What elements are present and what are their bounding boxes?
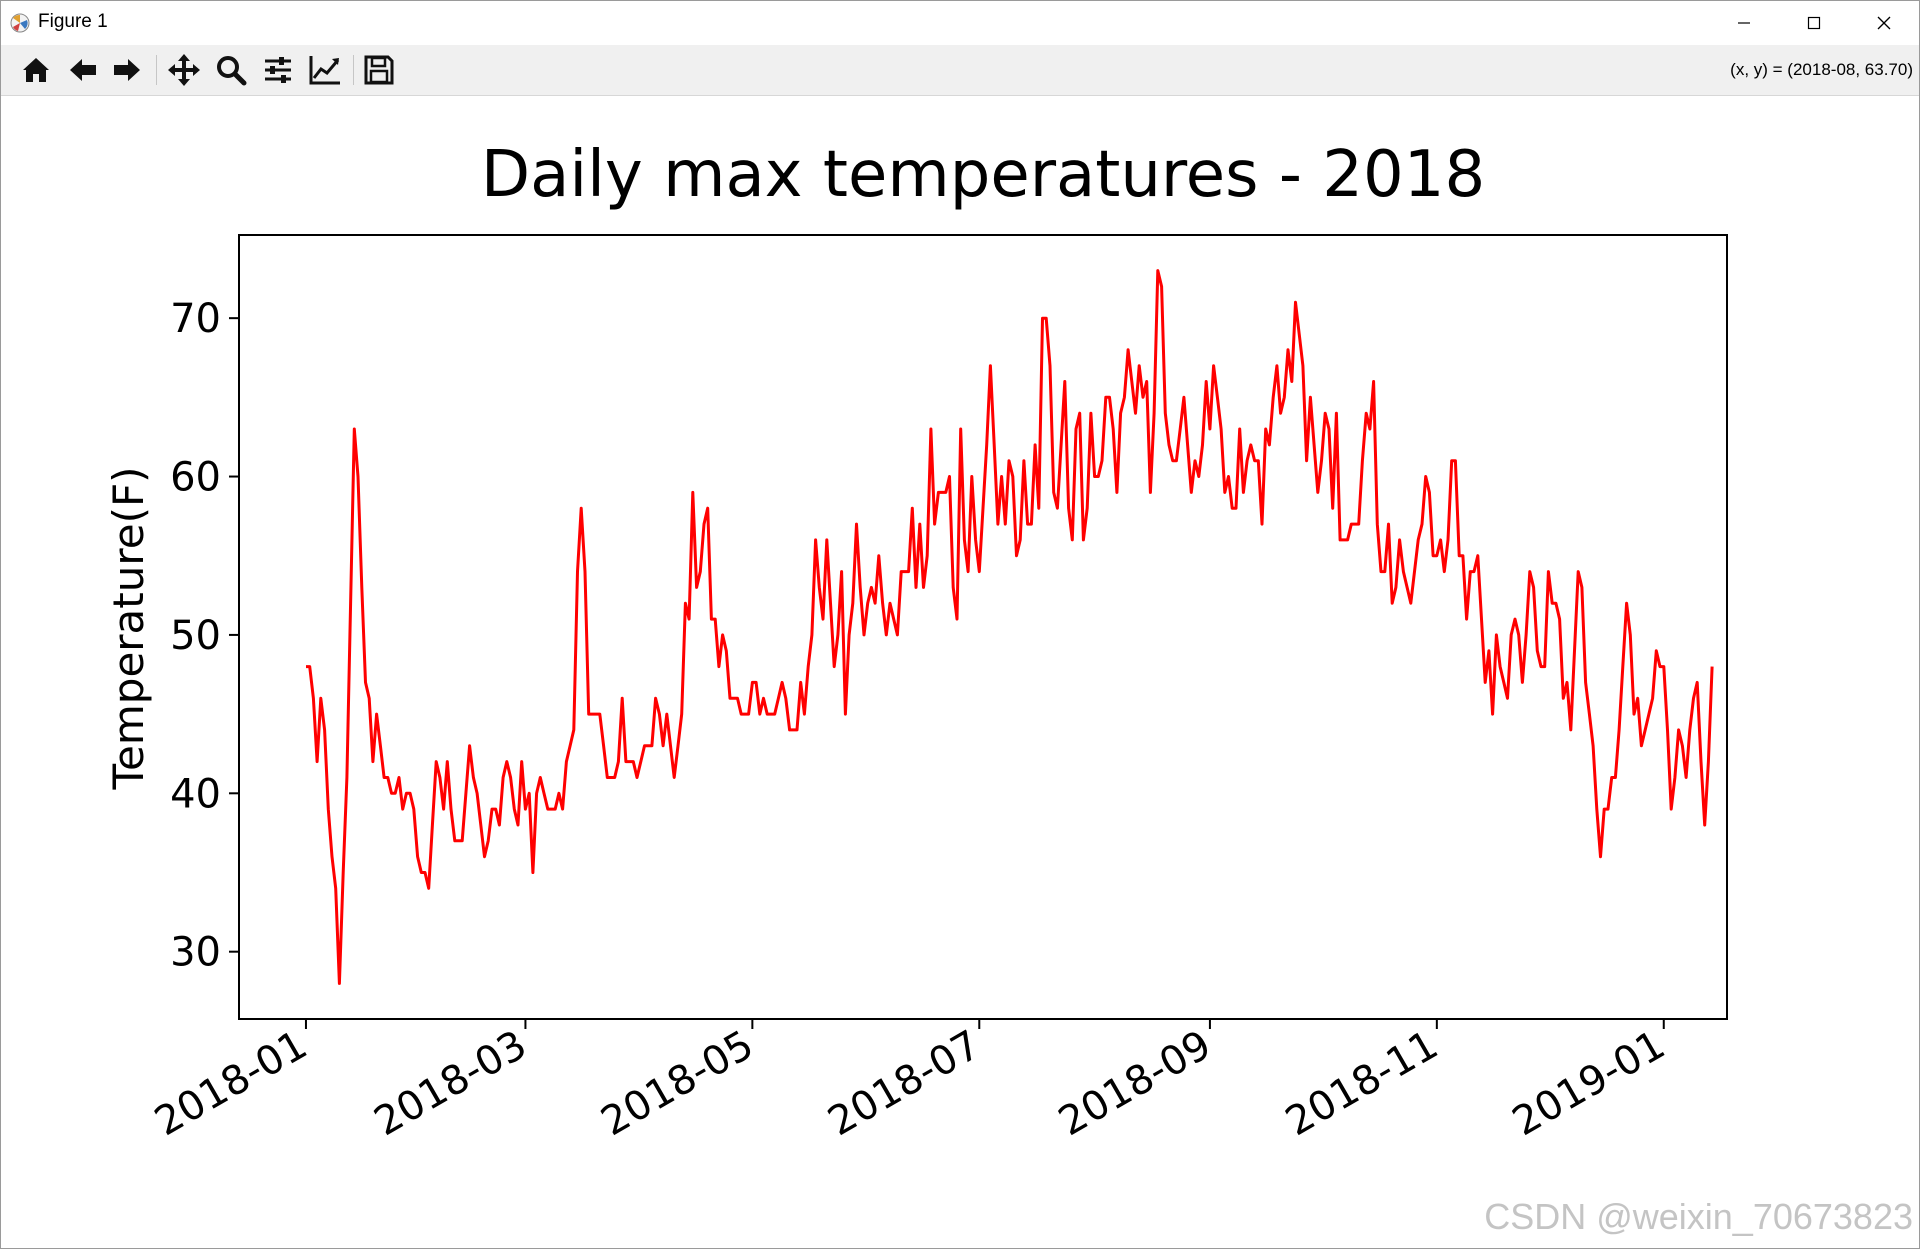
home-icon [23,58,49,82]
figure-canvas[interactable]: Daily max temperatures - 2018 Temperatur… [1,96,1919,1248]
x-tick-label: 2018-03 [367,1022,535,1145]
maximize-button[interactable] [1779,1,1849,45]
close-icon [1877,16,1891,30]
cursor-coordinates: (x, y) = (2018-08, 63.70) [1730,60,1913,79]
y-tick-label: 60 [170,455,221,501]
x-axis-ticks: 2018-01 2018-03 2018-05 2018-07 2018-09 2018-… [147,1019,1673,1145]
x-tick-label: 2018-05 [594,1022,762,1145]
matplotlib-app-icon [10,13,30,33]
configure-subplots-button[interactable] [258,50,298,90]
chart-title: Daily max temperatures - 2018 [481,138,1485,212]
forward-button[interactable] [107,50,147,90]
floppy-disk-icon [364,55,394,85]
arrow-right-icon [114,59,140,81]
maximize-icon [1807,16,1821,30]
y-tick-label: 40 [170,771,221,817]
minimize-button[interactable] [1709,1,1779,45]
x-tick-label: 2018-11 [1278,1022,1446,1145]
sliders-icon [265,57,291,83]
zoom-button[interactable] [211,50,251,90]
toolbar-separator [156,55,157,85]
y-axis-label: Temperature(F) [104,467,153,791]
minimize-icon [1738,22,1750,24]
home-button[interactable] [16,50,56,90]
plot-area [306,269,1714,985]
move-icon [168,54,200,86]
back-button[interactable] [63,50,103,90]
y-axis-ticks: 30 40 50 60 70 [170,296,239,976]
y-tick-label: 70 [170,296,221,342]
title-bar[interactable]: Figure 1 [1,1,1919,45]
pan-button[interactable] [164,50,204,90]
y-tick-label: 30 [170,930,221,976]
window-title: Figure 1 [38,11,108,32]
navigation-toolbar: (x, y) = (2018-08, 63.70) [1,45,1919,96]
x-tick-label: 2018-07 [821,1022,989,1145]
temperature-line [306,269,1714,985]
arrow-left-icon [70,59,96,81]
close-button[interactable] [1849,1,1919,45]
axes-frame [238,234,1728,1020]
x-tick-label: 2018-09 [1051,1022,1219,1145]
x-tick-label: 2018-01 [147,1022,315,1145]
line-chart-icon [309,56,340,85]
x-tick-label: 2019-01 [1505,1022,1673,1145]
save-button[interactable] [359,50,399,90]
edit-axis-button[interactable] [305,50,345,90]
watermark: CSDN @weixin_70673823 [1484,1196,1913,1237]
magnifier-icon [217,56,247,86]
y-tick-label: 50 [170,613,221,659]
toolbar-separator [353,55,354,85]
